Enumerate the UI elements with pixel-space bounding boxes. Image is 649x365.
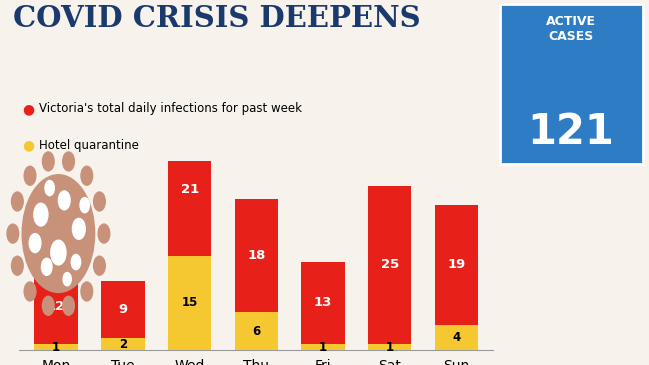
Circle shape xyxy=(22,175,95,292)
Circle shape xyxy=(29,234,41,253)
Text: 19: 19 xyxy=(447,258,466,272)
Text: 6: 6 xyxy=(252,325,260,338)
Bar xyxy=(435,325,478,350)
Bar xyxy=(34,268,78,344)
Circle shape xyxy=(81,166,93,185)
Circle shape xyxy=(24,166,36,185)
Circle shape xyxy=(63,273,71,286)
Text: 18: 18 xyxy=(247,249,265,262)
Circle shape xyxy=(63,152,75,171)
Text: 1: 1 xyxy=(319,341,327,354)
Text: 21: 21 xyxy=(180,182,199,196)
Circle shape xyxy=(42,258,52,275)
Circle shape xyxy=(73,218,85,239)
Text: COVID CRISIS DEEPENS: COVID CRISIS DEEPENS xyxy=(13,4,421,32)
Circle shape xyxy=(93,192,105,211)
Bar xyxy=(235,199,278,312)
Circle shape xyxy=(45,180,55,196)
Circle shape xyxy=(93,256,105,275)
Circle shape xyxy=(80,197,90,213)
Bar xyxy=(34,344,78,350)
Bar xyxy=(301,344,345,350)
Text: 12: 12 xyxy=(47,300,66,312)
Circle shape xyxy=(24,282,36,301)
Bar xyxy=(101,338,145,350)
Circle shape xyxy=(51,240,66,265)
Text: Victoria's total daily infections for past week: Victoria's total daily infections for pa… xyxy=(39,102,302,115)
Bar xyxy=(368,344,411,350)
Bar xyxy=(168,255,212,350)
Bar xyxy=(168,123,212,256)
Bar xyxy=(301,262,345,344)
Text: 4: 4 xyxy=(452,331,461,344)
Circle shape xyxy=(12,256,23,275)
Text: 15: 15 xyxy=(182,296,198,310)
Text: ●: ● xyxy=(23,139,35,153)
Text: Hotel quarantine: Hotel quarantine xyxy=(39,139,139,152)
Circle shape xyxy=(34,203,48,226)
Text: ●: ● xyxy=(23,102,35,116)
Bar xyxy=(235,312,278,350)
Text: 13: 13 xyxy=(314,296,332,310)
Circle shape xyxy=(42,296,54,315)
Circle shape xyxy=(58,191,70,210)
Bar xyxy=(101,281,145,338)
Circle shape xyxy=(98,224,110,243)
Text: ACTIVE
CASES: ACTIVE CASES xyxy=(546,15,596,43)
Circle shape xyxy=(81,282,93,301)
Text: 25: 25 xyxy=(381,258,399,272)
Bar xyxy=(435,205,478,325)
Circle shape xyxy=(71,254,80,270)
Text: 9: 9 xyxy=(118,303,127,316)
Circle shape xyxy=(7,224,19,243)
Text: 121: 121 xyxy=(528,111,615,153)
Text: 2: 2 xyxy=(119,338,127,350)
Text: 1: 1 xyxy=(52,341,60,354)
Bar xyxy=(368,186,411,344)
Text: 1: 1 xyxy=(386,341,394,354)
Circle shape xyxy=(63,296,75,315)
Circle shape xyxy=(12,192,23,211)
Circle shape xyxy=(42,152,54,171)
